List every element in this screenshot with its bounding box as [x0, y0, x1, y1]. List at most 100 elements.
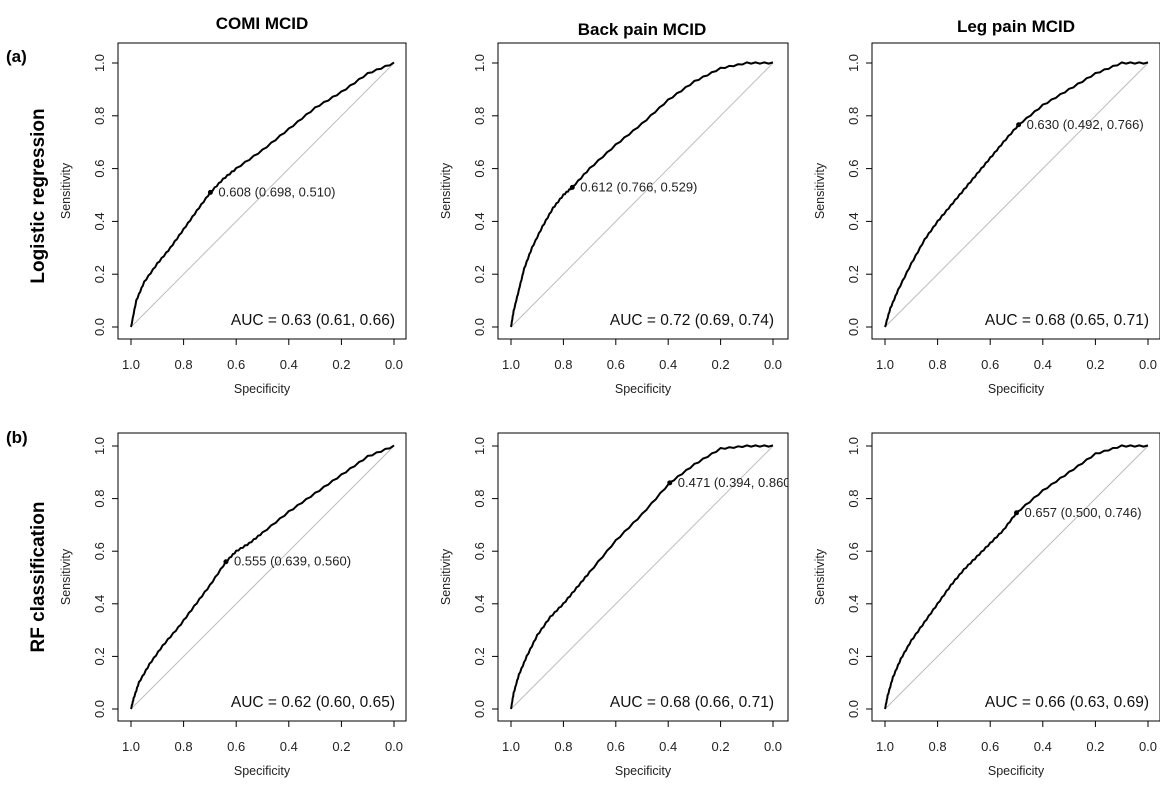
threshold-point	[207, 189, 213, 195]
x-axis-label: Specificity	[234, 382, 291, 396]
y-tick-label: 0.4	[472, 212, 487, 230]
y-tick-label: 0.0	[846, 700, 861, 718]
auc-label: AUC = 0.63 (0.61, 0.66)	[231, 312, 395, 329]
x-tick-label: 1.0	[122, 357, 140, 372]
x-tick-label: 0.8	[554, 739, 572, 754]
y-axis-label: Sensitivity	[439, 548, 453, 605]
roc-panel: 1.0 0.8 0.6 0.4 0.2 0.0 0.0 0.2 0.4 0.6 0.8 1.0 Spec…	[813, 432, 1160, 778]
y-tick-label: 1.0	[846, 54, 861, 72]
x-tick-label: 0.0	[764, 357, 782, 372]
y-tick-label: 0.8	[92, 107, 107, 125]
y-tick-label: 0.2	[92, 647, 107, 665]
threshold-label: 0.630 (0.492, 0.766)	[1027, 117, 1144, 132]
x-tick-label: 1.0	[876, 357, 894, 372]
threshold-point	[569, 184, 575, 190]
y-tick-label: 1.0	[92, 437, 107, 455]
x-axis-label: Specificity	[615, 764, 672, 778]
y-tick-label: 0.6	[472, 160, 487, 178]
auc-label: AUC = 0.68 (0.66, 0.71)	[610, 694, 774, 711]
x-axis-label: Specificity	[988, 764, 1045, 778]
y-tick-label: 0.0	[92, 318, 107, 336]
y-tick-label: 0.6	[846, 160, 861, 178]
y-tick-label: 0.0	[92, 700, 107, 718]
threshold-point	[1016, 122, 1022, 128]
x-tick-label: 0.4	[659, 357, 677, 372]
roc-curve	[130, 61, 395, 328]
roc-panel: 1.0 0.8 0.6 0.4 0.2 0.0 0.0 0.2 0.4 0.6 0.8 1.0 Spec…	[813, 42, 1160, 396]
y-tick-label: 0.2	[92, 265, 107, 283]
y-tick-label: 0.8	[472, 490, 487, 508]
threshold-label: 0.608 (0.698, 0.510)	[218, 184, 335, 199]
y-tick-label: 0.8	[92, 490, 107, 508]
x-tick-label: 0.2	[332, 357, 350, 372]
x-tick-label: 0.0	[385, 739, 403, 754]
y-axis-label: Sensitivity	[59, 548, 73, 605]
roc-panel: 1.0 0.8 0.6 0.4 0.2 0.0 0.0 0.2 0.4 0.6 0.8 1.0 Spec…	[439, 42, 789, 396]
x-tick-label: 0.6	[981, 357, 999, 372]
row-letter-b: (b)	[6, 428, 28, 447]
y-axis-label: Sensitivity	[59, 162, 73, 219]
x-tick-label: 0.0	[385, 357, 403, 372]
x-tick-label: 0.6	[607, 357, 625, 372]
x-axis-label: Specificity	[988, 382, 1045, 396]
plot-frame	[497, 42, 789, 340]
threshold-label: 0.471 (0.394, 0.860)	[678, 475, 795, 490]
y-axis-label: Sensitivity	[439, 162, 453, 219]
y-tick-label: 1.0	[472, 437, 487, 455]
auc-label: AUC = 0.66 (0.63, 0.69)	[985, 694, 1149, 711]
threshold-point	[223, 559, 229, 565]
roc-panel: 1.0 0.8 0.6 0.4 0.2 0.0 0.0 0.2 0.4 0.6 0.8 1.0 Spec…	[59, 42, 407, 396]
x-tick-label: 0.6	[607, 739, 625, 754]
plot-frame	[871, 432, 1160, 722]
y-tick-label: 0.2	[472, 265, 487, 283]
threshold-label: 0.657 (0.500, 0.746)	[1025, 505, 1142, 520]
x-tick-label: 0.4	[1034, 357, 1052, 372]
y-tick-label: 1.0	[846, 437, 861, 455]
diagonal-reference-line	[130, 445, 395, 710]
plot-frame	[117, 42, 407, 340]
y-tick-label: 0.8	[846, 107, 861, 125]
y-axis-label: Sensitivity	[813, 162, 827, 219]
column-title-comi: COMI MCID	[216, 14, 309, 33]
roc-curve	[510, 444, 774, 710]
diagonal-reference-line	[884, 445, 1149, 710]
x-tick-label: 0.2	[712, 357, 730, 372]
y-tick-label: 0.6	[472, 542, 487, 560]
x-tick-label: 0.2	[1086, 739, 1104, 754]
x-tick-label: 0.8	[929, 739, 947, 754]
x-tick-label: 0.4	[1034, 739, 1052, 754]
y-tick-label: 0.6	[846, 542, 861, 560]
plot-frame	[117, 432, 407, 722]
x-tick-label: 1.0	[502, 739, 520, 754]
x-tick-label: 0.6	[227, 357, 245, 372]
x-tick-label: 0.0	[1139, 357, 1157, 372]
y-axis-label: Sensitivity	[813, 548, 827, 605]
threshold-point	[667, 480, 673, 486]
x-tick-label: 0.0	[764, 739, 782, 754]
x-tick-label: 0.8	[175, 739, 193, 754]
diagonal-reference-line	[510, 62, 774, 328]
x-tick-label: 0.8	[175, 357, 193, 372]
x-tick-label: 0.4	[659, 739, 677, 754]
y-tick-label: 0.8	[472, 107, 487, 125]
y-tick-label: 0.4	[92, 595, 107, 613]
roc-curve	[884, 61, 1149, 328]
plot-frame	[497, 432, 789, 722]
y-tick-label: 0.0	[846, 318, 861, 336]
y-tick-label: 1.0	[472, 54, 487, 72]
roc-panel: 1.0 0.8 0.6 0.4 0.2 0.0 0.0 0.2 0.4 0.6 0.8 1.0 Spec…	[59, 432, 407, 778]
y-tick-label: 0.4	[472, 595, 487, 613]
y-tick-label: 0.8	[846, 490, 861, 508]
diagonal-reference-line	[130, 62, 395, 328]
y-tick-label: 0.4	[846, 595, 861, 613]
x-tick-label: 0.8	[929, 357, 947, 372]
x-tick-label: 0.4	[280, 357, 298, 372]
row-letter-a: (a)	[6, 47, 27, 66]
y-tick-label: 0.2	[846, 265, 861, 283]
x-tick-label: 0.2	[712, 739, 730, 754]
x-tick-label: 0.4	[280, 739, 298, 754]
y-tick-label: 1.0	[92, 54, 107, 72]
row-title-logistic-regression: Logistic regression	[28, 108, 49, 283]
roc-panel: 1.0 0.8 0.6 0.4 0.2 0.0 0.0 0.2 0.4 0.6 0.8 1.0 Spec…	[439, 432, 795, 778]
